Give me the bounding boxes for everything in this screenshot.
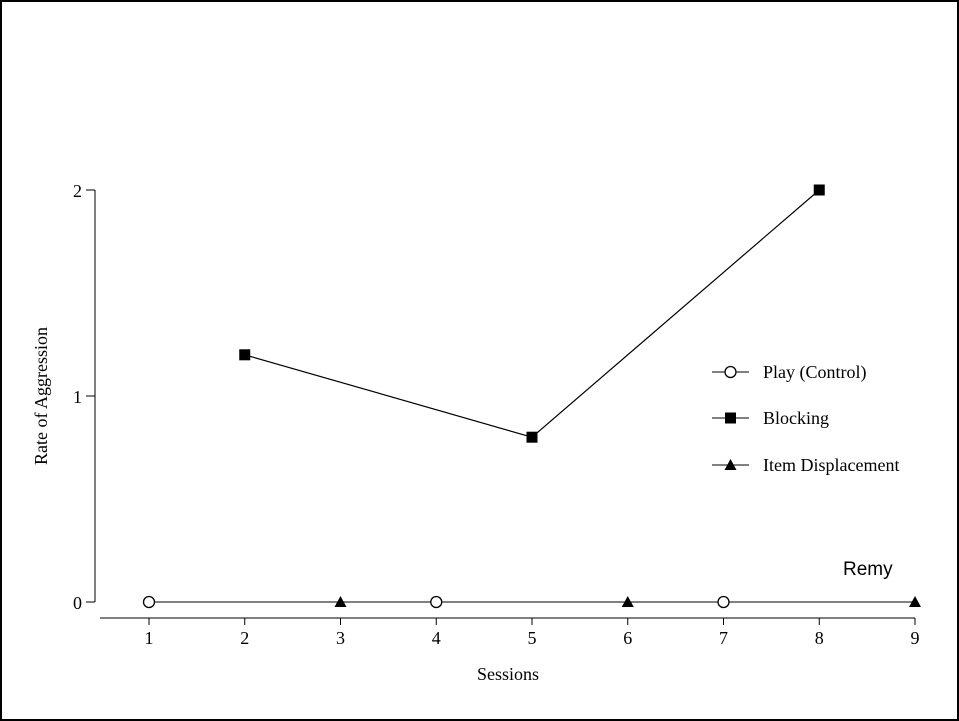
y-tick-label: 1 bbox=[73, 387, 82, 407]
x-tick-label: 6 bbox=[623, 628, 632, 648]
data-point bbox=[142, 595, 156, 609]
y-tick-label: 2 bbox=[73, 181, 82, 201]
data-point bbox=[526, 431, 538, 443]
legend-label: Item Displacement bbox=[763, 455, 899, 475]
data-point bbox=[717, 595, 730, 609]
data-point bbox=[239, 349, 251, 361]
series-line-blocking bbox=[244, 189, 820, 438]
x-tick-label: 3 bbox=[336, 628, 345, 648]
legend-marker bbox=[724, 459, 737, 470]
x-tick-label: 1 bbox=[145, 628, 154, 648]
x-tick-label: 2 bbox=[240, 628, 249, 648]
data-point bbox=[813, 184, 825, 196]
series-lines bbox=[149, 189, 915, 603]
chart-annotation: Remy bbox=[843, 559, 893, 580]
series-markers bbox=[142, 184, 921, 609]
legend: Play (Control) Blocking Item Displacement bbox=[712, 362, 899, 475]
x-tick-label: 7 bbox=[719, 628, 728, 648]
legend-marker bbox=[725, 412, 736, 424]
x-tick-label: 9 bbox=[911, 628, 920, 648]
data-point bbox=[334, 596, 347, 607]
x-tick-label: 5 bbox=[528, 628, 537, 648]
y-axis-label: Rate of Aggression bbox=[31, 327, 51, 465]
data-point bbox=[621, 596, 634, 607]
x-tick-label: 4 bbox=[432, 628, 441, 648]
y-tick-label: 0 bbox=[73, 593, 82, 613]
legend-label: Blocking bbox=[763, 408, 829, 428]
data-point bbox=[909, 596, 921, 607]
axes: 0 1 2 1 2 3 4 5 6 7 8 9 bbox=[73, 181, 920, 648]
x-tick-label: 8 bbox=[815, 628, 824, 648]
legend-label: Play (Control) bbox=[763, 362, 867, 383]
legend-marker bbox=[724, 365, 737, 379]
data-point bbox=[430, 595, 443, 609]
x-axis-label: Sessions bbox=[477, 664, 539, 684]
